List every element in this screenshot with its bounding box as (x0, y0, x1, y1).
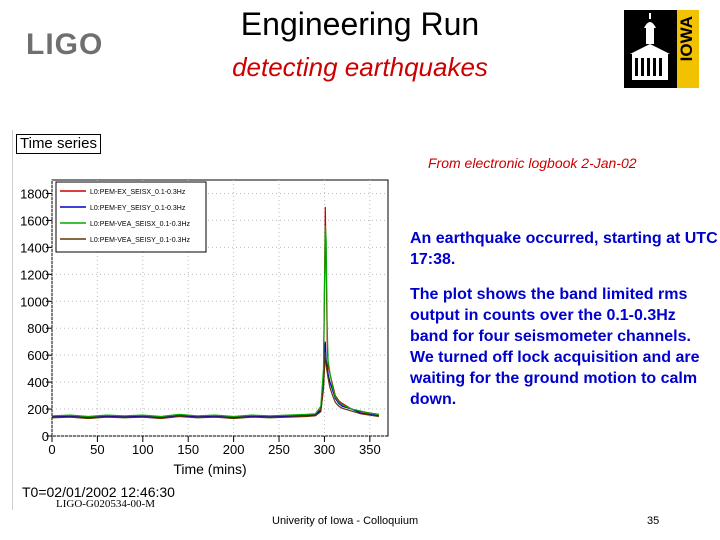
x-tick-label: 0 (48, 442, 55, 457)
document-id: LIGO-G020534-00-M (56, 498, 155, 510)
source-note: From electronic logbook 2-Jan-02 (428, 155, 637, 171)
y-tick-label: 1400 (20, 240, 49, 255)
y-tick-label: 1200 (20, 267, 49, 282)
series-line-3 (51, 225, 379, 418)
y-tick-label: 1600 (20, 213, 49, 228)
t0-label: T0=02/01/2002 12:46:30 (22, 484, 175, 500)
legend-label: L0:PEM-EX_SEISX_0.1-0.3Hz (90, 189, 186, 196)
ligo-logo: LIGO (26, 28, 104, 61)
description-paragraph-2: The plot shows the band limited rms outp… (410, 286, 700, 408)
y-tick-label: 1800 (20, 186, 49, 201)
iowa-logo-text: IOWA (677, 16, 696, 62)
time-series-label: Time series (16, 134, 101, 154)
x-axis-label: Time (mins) (173, 461, 246, 477)
y-tick-label: 800 (27, 321, 49, 336)
x-tick-label: 350 (359, 442, 381, 457)
x-tick-label: 250 (268, 442, 290, 457)
y-tick-label: 200 (27, 402, 49, 417)
page-subtitle: detecting earthquakes (232, 52, 488, 82)
y-tick-label: 400 (27, 375, 49, 390)
footer-text: Univerity of Iowa - Colloquium (272, 515, 419, 527)
x-tick-label: 50 (90, 442, 104, 457)
legend-box (55, 181, 207, 253)
chart-axes: 0 200 400 600 800 1000 1200 1400 1600 1800 0 50 100 1… (20, 186, 381, 477)
chart-series (51, 206, 379, 420)
description-block: An earthquake occurred, starting at UTC … (410, 228, 718, 424)
page-number: 35 (647, 515, 660, 527)
legend-label: L0:PEM-EY_SEISY_0.1-0.3Hz (90, 205, 186, 212)
x-tick-label: 150 (177, 442, 199, 457)
time-series-chart: 0 200 400 600 800 1000 1200 1400 1600 1800 0 50 100 1… (20, 179, 389, 477)
y-tick-label: 600 (27, 348, 49, 363)
description-paragraph-1: An earthquake occurred, starting at UTC … (410, 230, 718, 268)
x-tick-label: 300 (314, 442, 336, 457)
old-capitol-icon (630, 13, 670, 80)
series-line-4 (51, 352, 379, 420)
series-line-1 (51, 206, 379, 418)
university-of-iowa-logo: IOWA (624, 10, 699, 88)
page-title: Engineering Run (240, 6, 480, 42)
x-tick-label: 100 (132, 442, 154, 457)
y-tick-label: 0 (42, 429, 49, 444)
legend-label: L0:PEM-VEA_SEISY_0.1-0.3Hz (90, 237, 190, 244)
chart-legend: L0:PEM-EX_SEISX_0.1-0.3Hz L0:PEM-EY_SEISY… (55, 181, 207, 253)
legend-label: L0:PEM-VEA_SEISX_0.1-0.3Hz (90, 221, 190, 228)
y-tick-label: 1000 (20, 294, 49, 309)
x-tick-label: 200 (223, 442, 245, 457)
iowa-gold-band: IOWA (677, 10, 699, 88)
